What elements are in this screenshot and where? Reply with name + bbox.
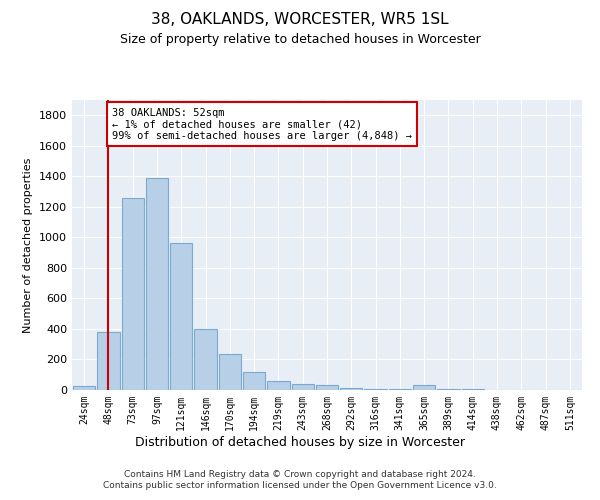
Bar [146,178,168,390]
Bar [170,244,193,390]
Bar [292,384,314,390]
Bar [218,354,241,390]
Text: 38 OAKLANDS: 52sqm
← 1% of detached houses are smaller (42)
99% of semi-detached: 38 OAKLANDS: 52sqm ← 1% of detached hous… [112,108,412,141]
Bar [267,381,290,390]
Bar [389,389,411,390]
Bar [73,386,95,390]
Bar [97,332,119,390]
Bar [194,329,217,390]
Bar [461,389,484,390]
Text: Distribution of detached houses by size in Worcester: Distribution of detached houses by size … [135,436,465,449]
Bar [122,198,144,390]
Bar [437,389,460,390]
Bar [340,388,362,390]
Bar [243,372,265,390]
Text: Size of property relative to detached houses in Worcester: Size of property relative to detached ho… [119,32,481,46]
Bar [413,386,436,390]
Text: Contains HM Land Registry data © Crown copyright and database right 2024.
Contai: Contains HM Land Registry data © Crown c… [103,470,497,490]
Text: 38, OAKLANDS, WORCESTER, WR5 1SL: 38, OAKLANDS, WORCESTER, WR5 1SL [151,12,449,28]
Bar [316,386,338,390]
Y-axis label: Number of detached properties: Number of detached properties [23,158,34,332]
Bar [364,389,387,390]
